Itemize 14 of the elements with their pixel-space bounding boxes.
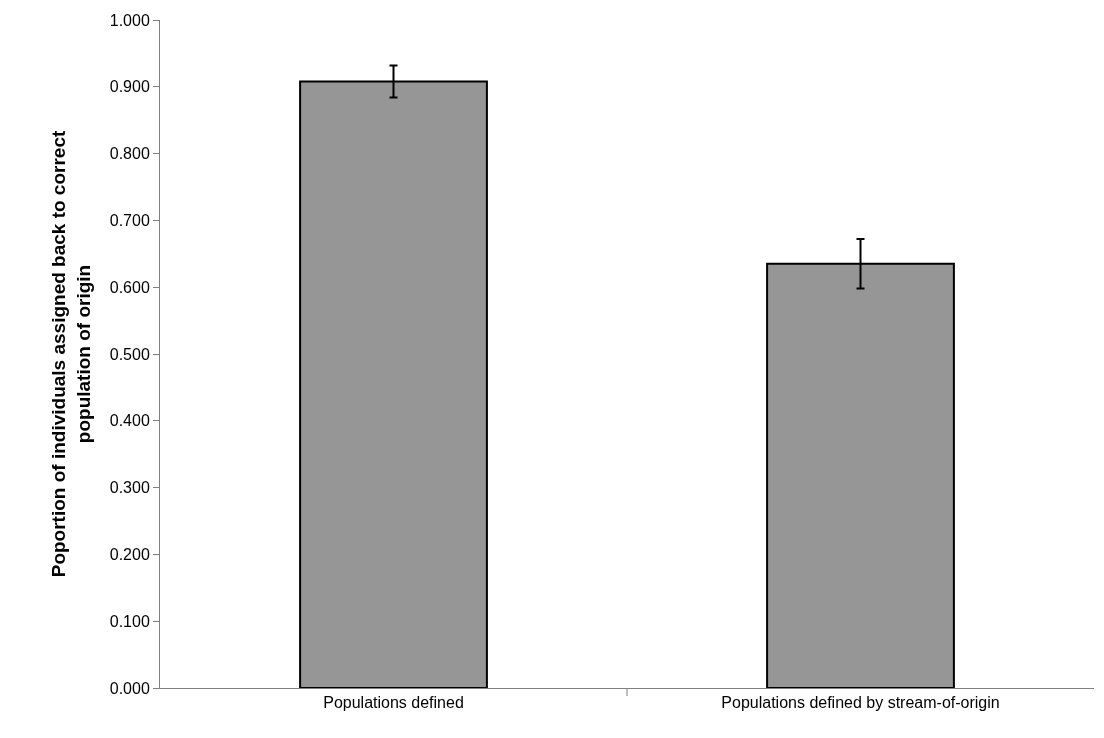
y-tick-label: 0.100 — [109, 612, 150, 630]
y-tick-label: 0.800 — [109, 145, 150, 163]
y-tick-label: 0.600 — [109, 278, 150, 296]
x-tick-label: Populations defined — [323, 694, 464, 712]
y-tick-label: 0.400 — [109, 412, 150, 430]
y-tick-label: 0.300 — [109, 479, 150, 497]
y-tick-label: 0.200 — [109, 546, 150, 563]
y-tick-label: 0.000 — [109, 679, 150, 697]
y-tick-label: 0.900 — [109, 78, 150, 96]
y-axis-title: Poportion of individuals assigned back to correct population of origin — [47, 130, 94, 578]
y-tick-label: 0.500 — [109, 345, 150, 363]
y-tick-label: 1.000 — [109, 11, 150, 29]
x-tick-label: Populations defined by stream-of-origin — [721, 694, 1000, 712]
y-tick-label: 0.700 — [109, 212, 150, 229]
